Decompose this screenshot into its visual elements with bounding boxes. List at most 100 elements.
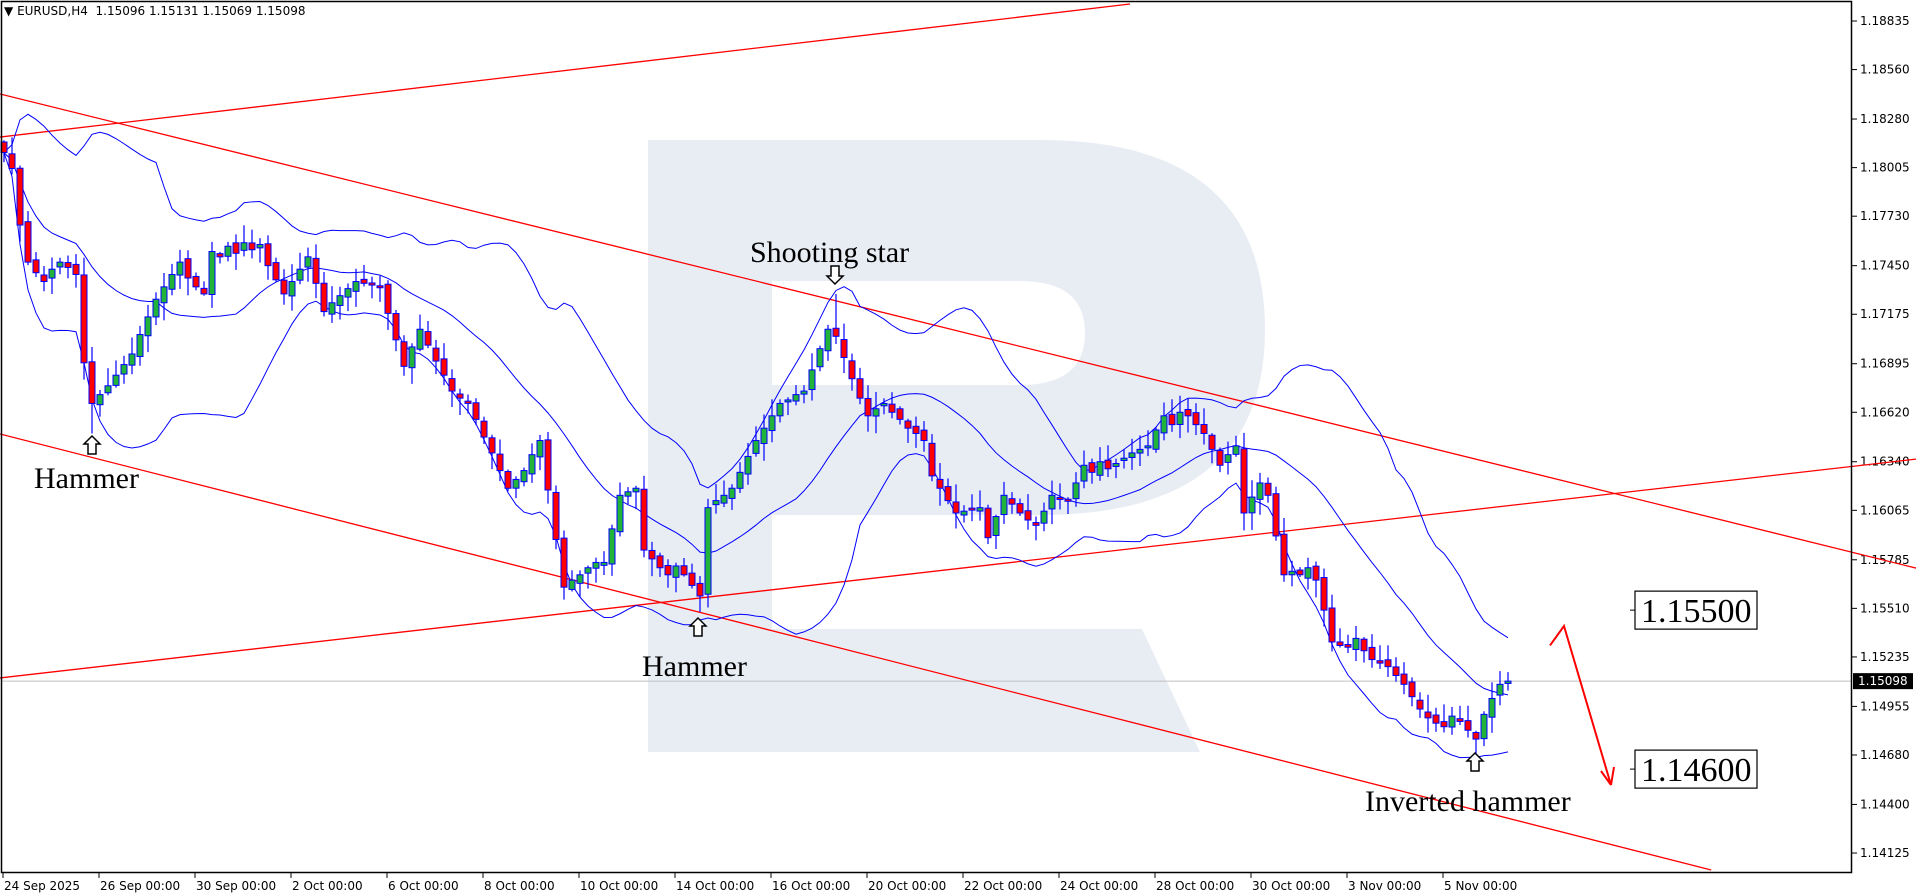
bear-candle bbox=[1440, 721, 1448, 728]
y-tick-label: 1.16340 bbox=[1860, 455, 1910, 469]
bear-candle bbox=[312, 257, 320, 284]
bull-candle bbox=[1176, 411, 1184, 425]
bear-candle bbox=[480, 420, 488, 438]
bear-candle bbox=[368, 282, 376, 286]
bull-candle bbox=[712, 500, 720, 506]
bear-candle bbox=[1008, 498, 1016, 505]
x-tick-label: 2 Oct 00:00 bbox=[292, 879, 363, 893]
bull-candle bbox=[208, 251, 216, 296]
x-tick-label: 30 Oct 00:00 bbox=[1252, 879, 1330, 893]
bull-candle bbox=[624, 491, 632, 497]
bull-candle bbox=[1128, 452, 1136, 458]
y-tick-label: 1.15235 bbox=[1860, 650, 1910, 664]
plot-frame bbox=[0, 0, 1853, 874]
bear-candle bbox=[72, 263, 80, 275]
target-price-box bbox=[1634, 749, 1758, 789]
bear-candle bbox=[1296, 569, 1304, 576]
bear-candle bbox=[232, 242, 240, 254]
bear-candle bbox=[920, 429, 928, 442]
pattern-label: Hammer bbox=[34, 462, 139, 495]
bull-candle bbox=[48, 268, 56, 279]
bull-candle bbox=[1080, 464, 1088, 482]
bull-candle bbox=[752, 440, 760, 454]
x-tick-label: 28 Oct 00:00 bbox=[1156, 879, 1234, 893]
bear-candle bbox=[1320, 577, 1328, 611]
bear-candle bbox=[1088, 462, 1096, 473]
bear-candle bbox=[360, 278, 368, 284]
bear-candle bbox=[896, 408, 904, 420]
bear-candle bbox=[1360, 638, 1368, 652]
bear-candle bbox=[320, 282, 328, 313]
bull-candle bbox=[112, 374, 120, 386]
bull-candle bbox=[736, 471, 744, 489]
bull-candle bbox=[1112, 463, 1120, 467]
y-tick-label: 1.17450 bbox=[1860, 259, 1910, 273]
bear-candle bbox=[864, 397, 872, 417]
bull-candle bbox=[512, 478, 520, 489]
bull-candle bbox=[784, 399, 792, 403]
bull-candle bbox=[720, 494, 728, 504]
bear-candle bbox=[1400, 673, 1408, 685]
bear-candle bbox=[656, 555, 664, 569]
bull-candle bbox=[1136, 448, 1144, 454]
bear-candle bbox=[1064, 498, 1072, 502]
annotations: Hammer Hammer Shooting star Inverted hammer… bbox=[34, 236, 1758, 818]
bear-candle bbox=[1472, 732, 1480, 740]
bull-candle bbox=[344, 288, 352, 298]
x-tick-label: 24 Sep 2025 bbox=[4, 879, 80, 893]
bear-candle bbox=[16, 167, 24, 226]
bear-candle bbox=[64, 262, 72, 268]
x-tick-label: 10 Oct 00:00 bbox=[580, 879, 658, 893]
bear-candle bbox=[80, 274, 88, 364]
bear-candle bbox=[488, 437, 496, 454]
y-tick-label: 1.17730 bbox=[1860, 209, 1910, 223]
bear-candle bbox=[280, 279, 288, 295]
bull-candle bbox=[328, 302, 336, 315]
bull-candle bbox=[632, 487, 640, 493]
bear-candle bbox=[688, 572, 696, 586]
bull-candle bbox=[792, 394, 800, 402]
bear-candle bbox=[424, 331, 432, 346]
arrow-up-icon bbox=[82, 434, 102, 455]
y-tick-label: 1.14680 bbox=[1860, 748, 1910, 762]
bear-candle bbox=[496, 453, 504, 472]
bull-candle bbox=[1504, 680, 1512, 684]
bull-candle bbox=[592, 561, 600, 569]
bear-candle bbox=[1328, 607, 1336, 643]
bear-candle bbox=[696, 582, 704, 597]
bear-candle bbox=[432, 347, 440, 362]
bear-candle bbox=[264, 243, 272, 267]
bull-candle bbox=[56, 261, 64, 268]
x-tick-label: 22 Oct 00:00 bbox=[964, 879, 1042, 893]
bear-candle bbox=[472, 402, 480, 420]
bear-candle bbox=[248, 242, 256, 251]
y-tick-label: 1.16895 bbox=[1860, 357, 1910, 371]
x-tick-label: 3 Nov 00:00 bbox=[1348, 879, 1421, 893]
trendline bbox=[0, 433, 1712, 871]
bull-candle bbox=[672, 565, 680, 578]
current-price-box bbox=[1853, 673, 1913, 690]
bull-candle bbox=[288, 281, 296, 297]
x-tick-label: 14 Oct 00:00 bbox=[676, 879, 754, 893]
bear-candle bbox=[1208, 434, 1216, 450]
bear-candle bbox=[640, 488, 648, 551]
bear-candle bbox=[856, 378, 864, 399]
bear-candle bbox=[1192, 412, 1200, 426]
x-tick-label: 24 Oct 00:00 bbox=[1060, 879, 1138, 893]
target-price-label: 1.15500 bbox=[1641, 593, 1752, 630]
time-axis: 24 Sep 2025 26 Sep 00:00 30 Sep 00:00 2 Oct… bbox=[2, 873, 1517, 893]
bull-candle bbox=[576, 574, 584, 584]
bear-candle bbox=[1280, 533, 1288, 576]
bull-candle bbox=[1496, 683, 1504, 696]
bear-candle bbox=[272, 262, 280, 281]
x-tick-label: 26 Sep 00:00 bbox=[100, 879, 180, 893]
bear-candle bbox=[1344, 644, 1352, 648]
bull-candle bbox=[168, 273, 176, 290]
bull-candle bbox=[608, 528, 616, 565]
y-tick-label: 1.16065 bbox=[1860, 503, 1910, 517]
bull-candle bbox=[256, 243, 264, 249]
bear-candle bbox=[32, 259, 40, 274]
triangle-down-icon[interactable]: ▼ bbox=[4, 4, 14, 18]
pattern-label: Inverted hammer bbox=[1365, 785, 1571, 818]
